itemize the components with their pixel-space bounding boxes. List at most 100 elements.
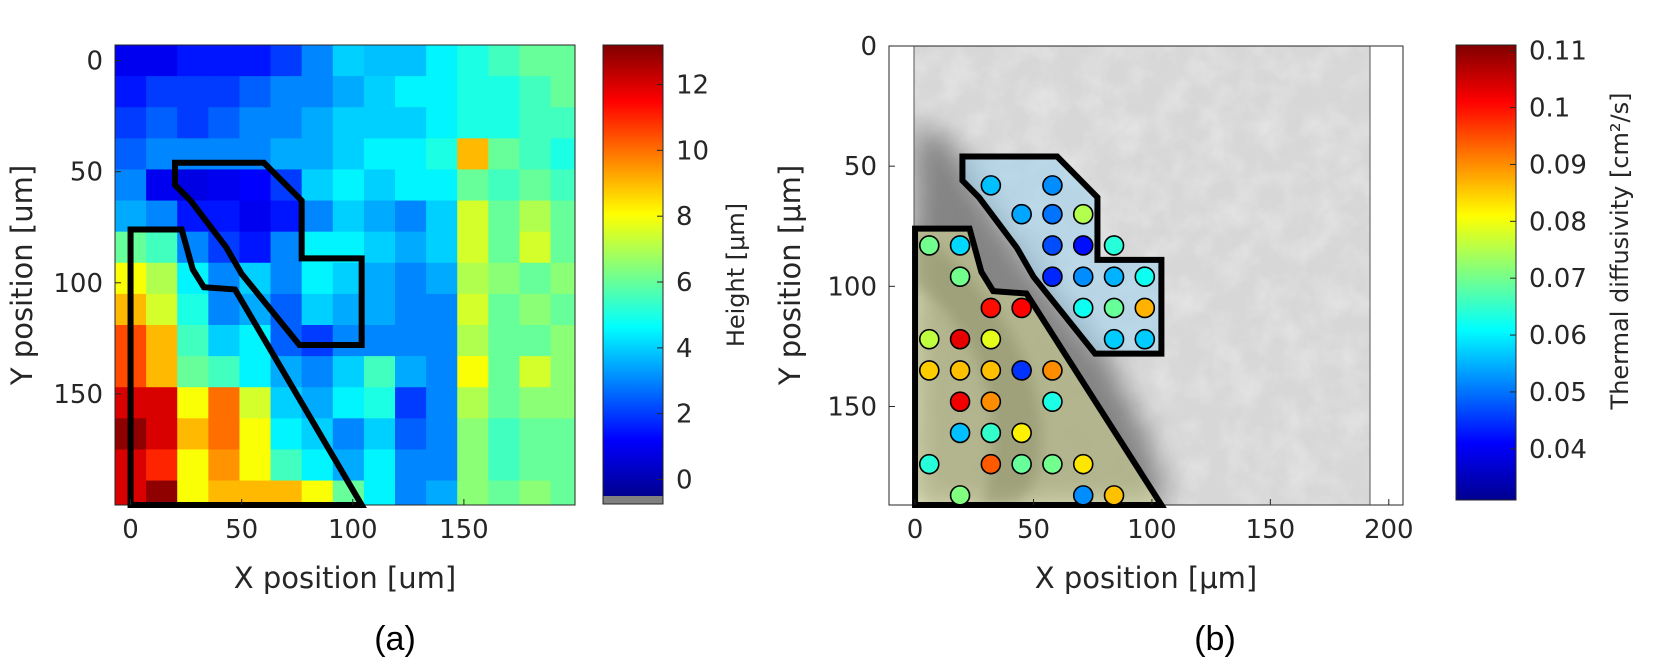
heatmap-cell <box>363 262 396 295</box>
heatmap-cell <box>457 138 489 170</box>
heatmap-cell <box>332 387 365 419</box>
heatmap-cell <box>426 262 458 295</box>
heatmap-cell <box>395 387 427 419</box>
colorbar-tick-label: 0.06 <box>1529 321 1587 351</box>
diffusivity-point <box>949 235 971 256</box>
diffusivity-point <box>980 422 1002 444</box>
heatmap-cell <box>488 45 520 77</box>
heatmap-cell <box>395 45 427 77</box>
heatmap-cell <box>363 449 396 482</box>
heatmap-cell <box>177 45 209 77</box>
heatmap-cell <box>239 169 272 202</box>
heatmap-cell <box>519 293 552 326</box>
heatmap-cell <box>146 387 178 419</box>
heatmap-cell <box>488 387 520 419</box>
diffusivity-point <box>918 360 940 381</box>
heatmap-cell <box>519 169 552 202</box>
heatmap-cell <box>208 449 240 482</box>
diffusivity-point <box>1103 266 1125 288</box>
colorbar-tick-label: 0.04 <box>1529 435 1587 465</box>
heatmap-cell <box>457 262 489 295</box>
heatmap-cell <box>519 200 552 233</box>
x-tick-label: 50 <box>1017 515 1050 545</box>
diffusivity-point <box>1042 266 1063 288</box>
colorbar-tick-label: 0 <box>676 466 693 496</box>
y-tick-label: 100 <box>827 272 877 302</box>
height-heatmap <box>115 45 575 505</box>
y-tick-label: 0 <box>860 32 877 62</box>
heatmap-cell <box>550 107 575 139</box>
diffusivity-point <box>918 453 940 475</box>
heatmap-cell <box>332 76 365 108</box>
heatmap-cell <box>208 45 240 77</box>
colorbar-tick-label: 0.05 <box>1529 378 1587 408</box>
heatmap-cell <box>146 418 178 450</box>
upper-region-outline <box>172 159 365 348</box>
y-tick-label: 0 <box>86 47 103 77</box>
heatmap-cell <box>550 76 575 108</box>
heatmap-cell <box>457 200 489 233</box>
diffusivity-point <box>1011 360 1032 381</box>
x-tick-label: 200 <box>1364 515 1414 545</box>
heatmap-cell <box>519 325 552 357</box>
heatmap-cell <box>301 138 334 170</box>
heatmap-cell <box>270 293 303 326</box>
colorbar-tick-label: 10 <box>676 136 709 166</box>
diffusivity-point <box>980 297 1002 319</box>
heatmap-cell <box>395 356 427 388</box>
heatmap-cell <box>146 325 178 357</box>
heatmap-cell <box>363 45 396 77</box>
heatmap-cell <box>115 138 147 170</box>
panel-b-ticks: 0 50 100 150 200 0 50 100 150 <box>827 32 1413 545</box>
diffusivity-point <box>1134 297 1156 319</box>
heatmap-cell <box>146 480 178 505</box>
heatmap-cell <box>208 107 240 139</box>
heatmap-cell <box>519 449 552 482</box>
heatmap-cell <box>488 449 520 482</box>
heatmap-cell <box>488 169 520 202</box>
heatmap-cell <box>488 138 520 170</box>
heatmap-cell <box>270 200 303 233</box>
diffusivity-colorbar-label: Thermal diffusivity [cm²/s] <box>1606 93 1634 411</box>
heatmap-cell <box>426 325 458 357</box>
diffusivity-point <box>1072 266 1094 288</box>
lower-region-outline <box>127 226 367 508</box>
diffusivity-point <box>980 328 1002 350</box>
heatmap-cell <box>395 200 427 233</box>
panel-b-ylabel: Y position [μm] <box>773 165 807 386</box>
diffusivity-point <box>1134 266 1156 288</box>
panel-a-region-outlines <box>127 159 367 508</box>
heatmap-cell <box>426 200 458 233</box>
heatmap-cell <box>332 200 365 233</box>
heatmap-cell <box>519 418 552 450</box>
diffusivity-point <box>949 266 971 288</box>
heatmap-cell <box>363 356 396 388</box>
heatmap-cell <box>208 387 240 419</box>
heatmap-cell <box>457 76 489 108</box>
heatmap-cell <box>488 200 520 233</box>
heatmap-cell <box>457 449 489 482</box>
heatmap-cell <box>457 293 489 326</box>
diffusivity-point <box>1011 422 1032 444</box>
heatmap-cell <box>208 169 240 202</box>
heatmap-cell <box>301 293 334 326</box>
heatmap-cell <box>488 356 520 388</box>
grayscale-background-image <box>914 46 1370 505</box>
heatmap-cell <box>177 418 209 450</box>
lower-region-outline <box>912 225 1167 508</box>
height-colorbar: 0 2 4 6 8 10 12 <box>602 44 709 505</box>
heatmap-cell <box>239 76 272 108</box>
heatmap-cell <box>332 138 365 170</box>
heatmap-cell <box>146 262 178 295</box>
heatmap-cell <box>239 480 272 505</box>
heatmap-cell <box>363 480 396 505</box>
diffusivity-point <box>1072 485 1094 506</box>
heatmap-cell <box>519 480 552 505</box>
diffusivity-point <box>1042 235 1063 256</box>
heatmap-cell <box>363 293 396 326</box>
heatmap-cell <box>395 231 427 264</box>
heatmap-cell <box>426 169 458 202</box>
heatmap-cell <box>519 138 552 170</box>
x-tick-label: 0 <box>907 515 924 545</box>
heatmap-cell <box>146 107 178 139</box>
